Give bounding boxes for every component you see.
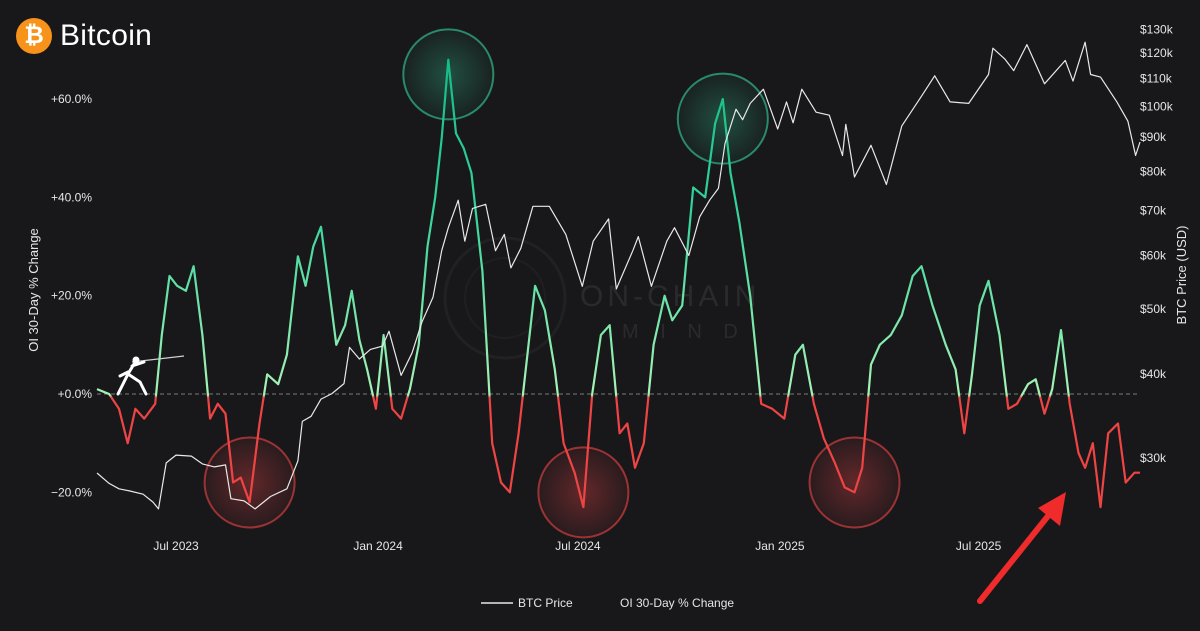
peak-highlight-circle [676, 72, 769, 165]
highlight-circles [203, 28, 901, 539]
bitcoin-logo-icon: ₿ [16, 18, 52, 54]
oi-change-line [96, 58, 1140, 509]
right-tick-label: $50k [1140, 302, 1167, 316]
watermark-line2: M I N D [622, 321, 746, 343]
left-axis-label: OI 30-Day % Change [26, 228, 41, 352]
x-tick-label: Jan 2025 [755, 539, 805, 553]
right-tick-label: $70k [1140, 203, 1167, 217]
right-tick-label: $90k [1140, 130, 1167, 144]
peak-highlight-circle [402, 28, 495, 121]
right-tick-label: $120k [1140, 46, 1174, 60]
fencer-icon [116, 355, 185, 396]
trough-highlight-circle [808, 436, 901, 529]
right-axis-label: BTC Price (USD) [1174, 226, 1189, 325]
right-tick-label: $40k [1140, 367, 1167, 381]
left-tick-label: +60.0% [51, 92, 92, 106]
x-tick-label: Jul 2025 [956, 539, 1002, 553]
trough-highlight-circle [537, 446, 630, 539]
trough-highlight-circle [203, 436, 296, 529]
brand-title: Bitcoin [60, 19, 153, 52]
x-axis-ticks: Jul 2023 Jan 2024 Jul 2024 Jan 2025 Jul 2025 [153, 539, 1001, 553]
x-tick-label: Jul 2024 [555, 539, 601, 553]
right-tick-label: $60k [1140, 249, 1167, 263]
right-tick-label: $110k [1140, 71, 1173, 85]
legend-price-label: BTC Price [518, 596, 573, 610]
watermark-line1: ON-CHAIN [580, 280, 760, 313]
brand-header: ₿ Bitcoin [16, 16, 152, 56]
x-tick-label: Jan 2024 [353, 539, 403, 553]
left-tick-label: −20.0% [51, 485, 92, 499]
left-tick-label: +40.0% [51, 190, 92, 204]
left-tick-label: +0.0% [58, 387, 93, 401]
left-axis-ticks: +60.0% +40.0% +20.0% +0.0% −20.0% [51, 92, 92, 499]
right-tick-label: $80k [1140, 164, 1167, 178]
series-layer [96, 41, 1141, 510]
red-arrow-icon [977, 492, 1066, 604]
btc-price-line [96, 41, 1141, 510]
right-tick-label: $130k [1140, 23, 1174, 37]
right-axis-ticks: $130k $120k $110k $100k $90k $80k $70k $60k $50k… [1140, 23, 1174, 465]
right-tick-label: $30k [1140, 451, 1167, 465]
watermark: ON-CHAIN M I N D [443, 236, 760, 360]
left-tick-label: +20.0% [51, 289, 92, 303]
legend-oi-label: OI 30-Day % Change [620, 596, 734, 610]
right-tick-label: $100k [1140, 99, 1174, 113]
x-tick-label: Jul 2023 [153, 539, 199, 553]
legend: BTC Price OI 30-Day % Change [481, 596, 734, 610]
